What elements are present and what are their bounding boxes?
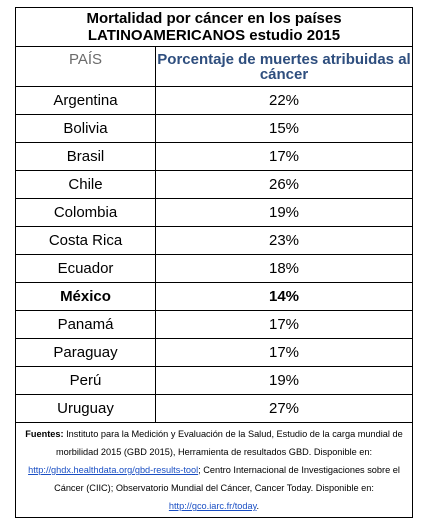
country-cell: Ecuador (15, 254, 156, 283)
table-row: Costa Rica 23% (15, 226, 413, 255)
table-row: México 14% (15, 282, 413, 311)
percentage-cell: 15% (155, 114, 413, 143)
source-text-2: ; Centro Internacional de Investigacione… (54, 465, 400, 493)
country-cell: Paraguay (15, 338, 156, 367)
percentage-cell: 14% (155, 282, 413, 311)
percentage-cell: 26% (155, 170, 413, 199)
table-row: Chile 26% (15, 170, 413, 199)
country-cell: Uruguay (15, 394, 156, 423)
percentage-cell: 22% (155, 86, 413, 115)
table-row: Colombia 19% (15, 198, 413, 227)
country-cell: Bolivia (15, 114, 156, 143)
table-row: Argentina 22% (15, 86, 413, 115)
percentage-cell: 23% (155, 226, 413, 255)
country-cell: Brasil (15, 142, 156, 171)
source-link-ghdx[interactable]: http://ghdx.healthdata.org/gbd-results-t… (28, 465, 199, 475)
country-cell: Chile (15, 170, 156, 199)
country-cell: México (15, 282, 156, 311)
table-title-line-1: Mortalidad por cáncer en los países (86, 10, 342, 27)
table-title-line-2: LATINOAMERICANOS estudio 2015 (87, 27, 341, 44)
table-row: Brasil 17% (15, 142, 413, 171)
source-row: Fuentes: Instituto para la Medición y Ev… (15, 422, 413, 518)
table-row: Bolivia 15% (15, 114, 413, 143)
cancer-mortality-table: Mortalidad por cáncer en los países LATI… (15, 7, 413, 518)
percentage-cell: 17% (155, 310, 413, 339)
country-cell: Costa Rica (15, 226, 156, 255)
source-text-1: Instituto para la Medición y Evaluación … (55, 429, 403, 457)
header-country: PAÍS (15, 46, 156, 87)
country-cell: Perú (15, 366, 156, 395)
table-row: Panamá 17% (15, 310, 413, 339)
table-title: Mortalidad por cáncer en los países LATI… (15, 7, 413, 47)
percentage-cell: 19% (155, 366, 413, 395)
header-percentage: Porcentaje de muertes atribuidas al cánc… (155, 46, 413, 87)
source-note: Fuentes: Instituto para la Medición y Ev… (15, 422, 413, 518)
country-cell: Argentina (15, 86, 156, 115)
table-row: Paraguay 17% (15, 338, 413, 367)
header-row: PAÍS Porcentaje de muertes atribuidas al… (15, 46, 413, 87)
percentage-cell: 17% (155, 338, 413, 367)
table-row: Perú 19% (15, 366, 413, 395)
table-row: Uruguay 27% (15, 394, 413, 423)
table-row: Ecuador 18% (15, 254, 413, 283)
percentage-cell: 27% (155, 394, 413, 423)
cancer-mortality-table-container: Mortalidad por cáncer en los países LATI… (15, 7, 413, 518)
country-cell: Panamá (15, 310, 156, 339)
percentage-cell: 19% (155, 198, 413, 227)
percentage-cell: 18% (155, 254, 413, 283)
percentage-cell: 17% (155, 142, 413, 171)
source-label: Fuentes: (25, 429, 64, 439)
source-link-gco[interactable]: http://gco.iarc.fr/today (168, 501, 257, 511)
title-row: Mortalidad por cáncer en los países LATI… (15, 7, 413, 47)
source-text-3: . (256, 501, 260, 511)
country-cell: Colombia (15, 198, 156, 227)
